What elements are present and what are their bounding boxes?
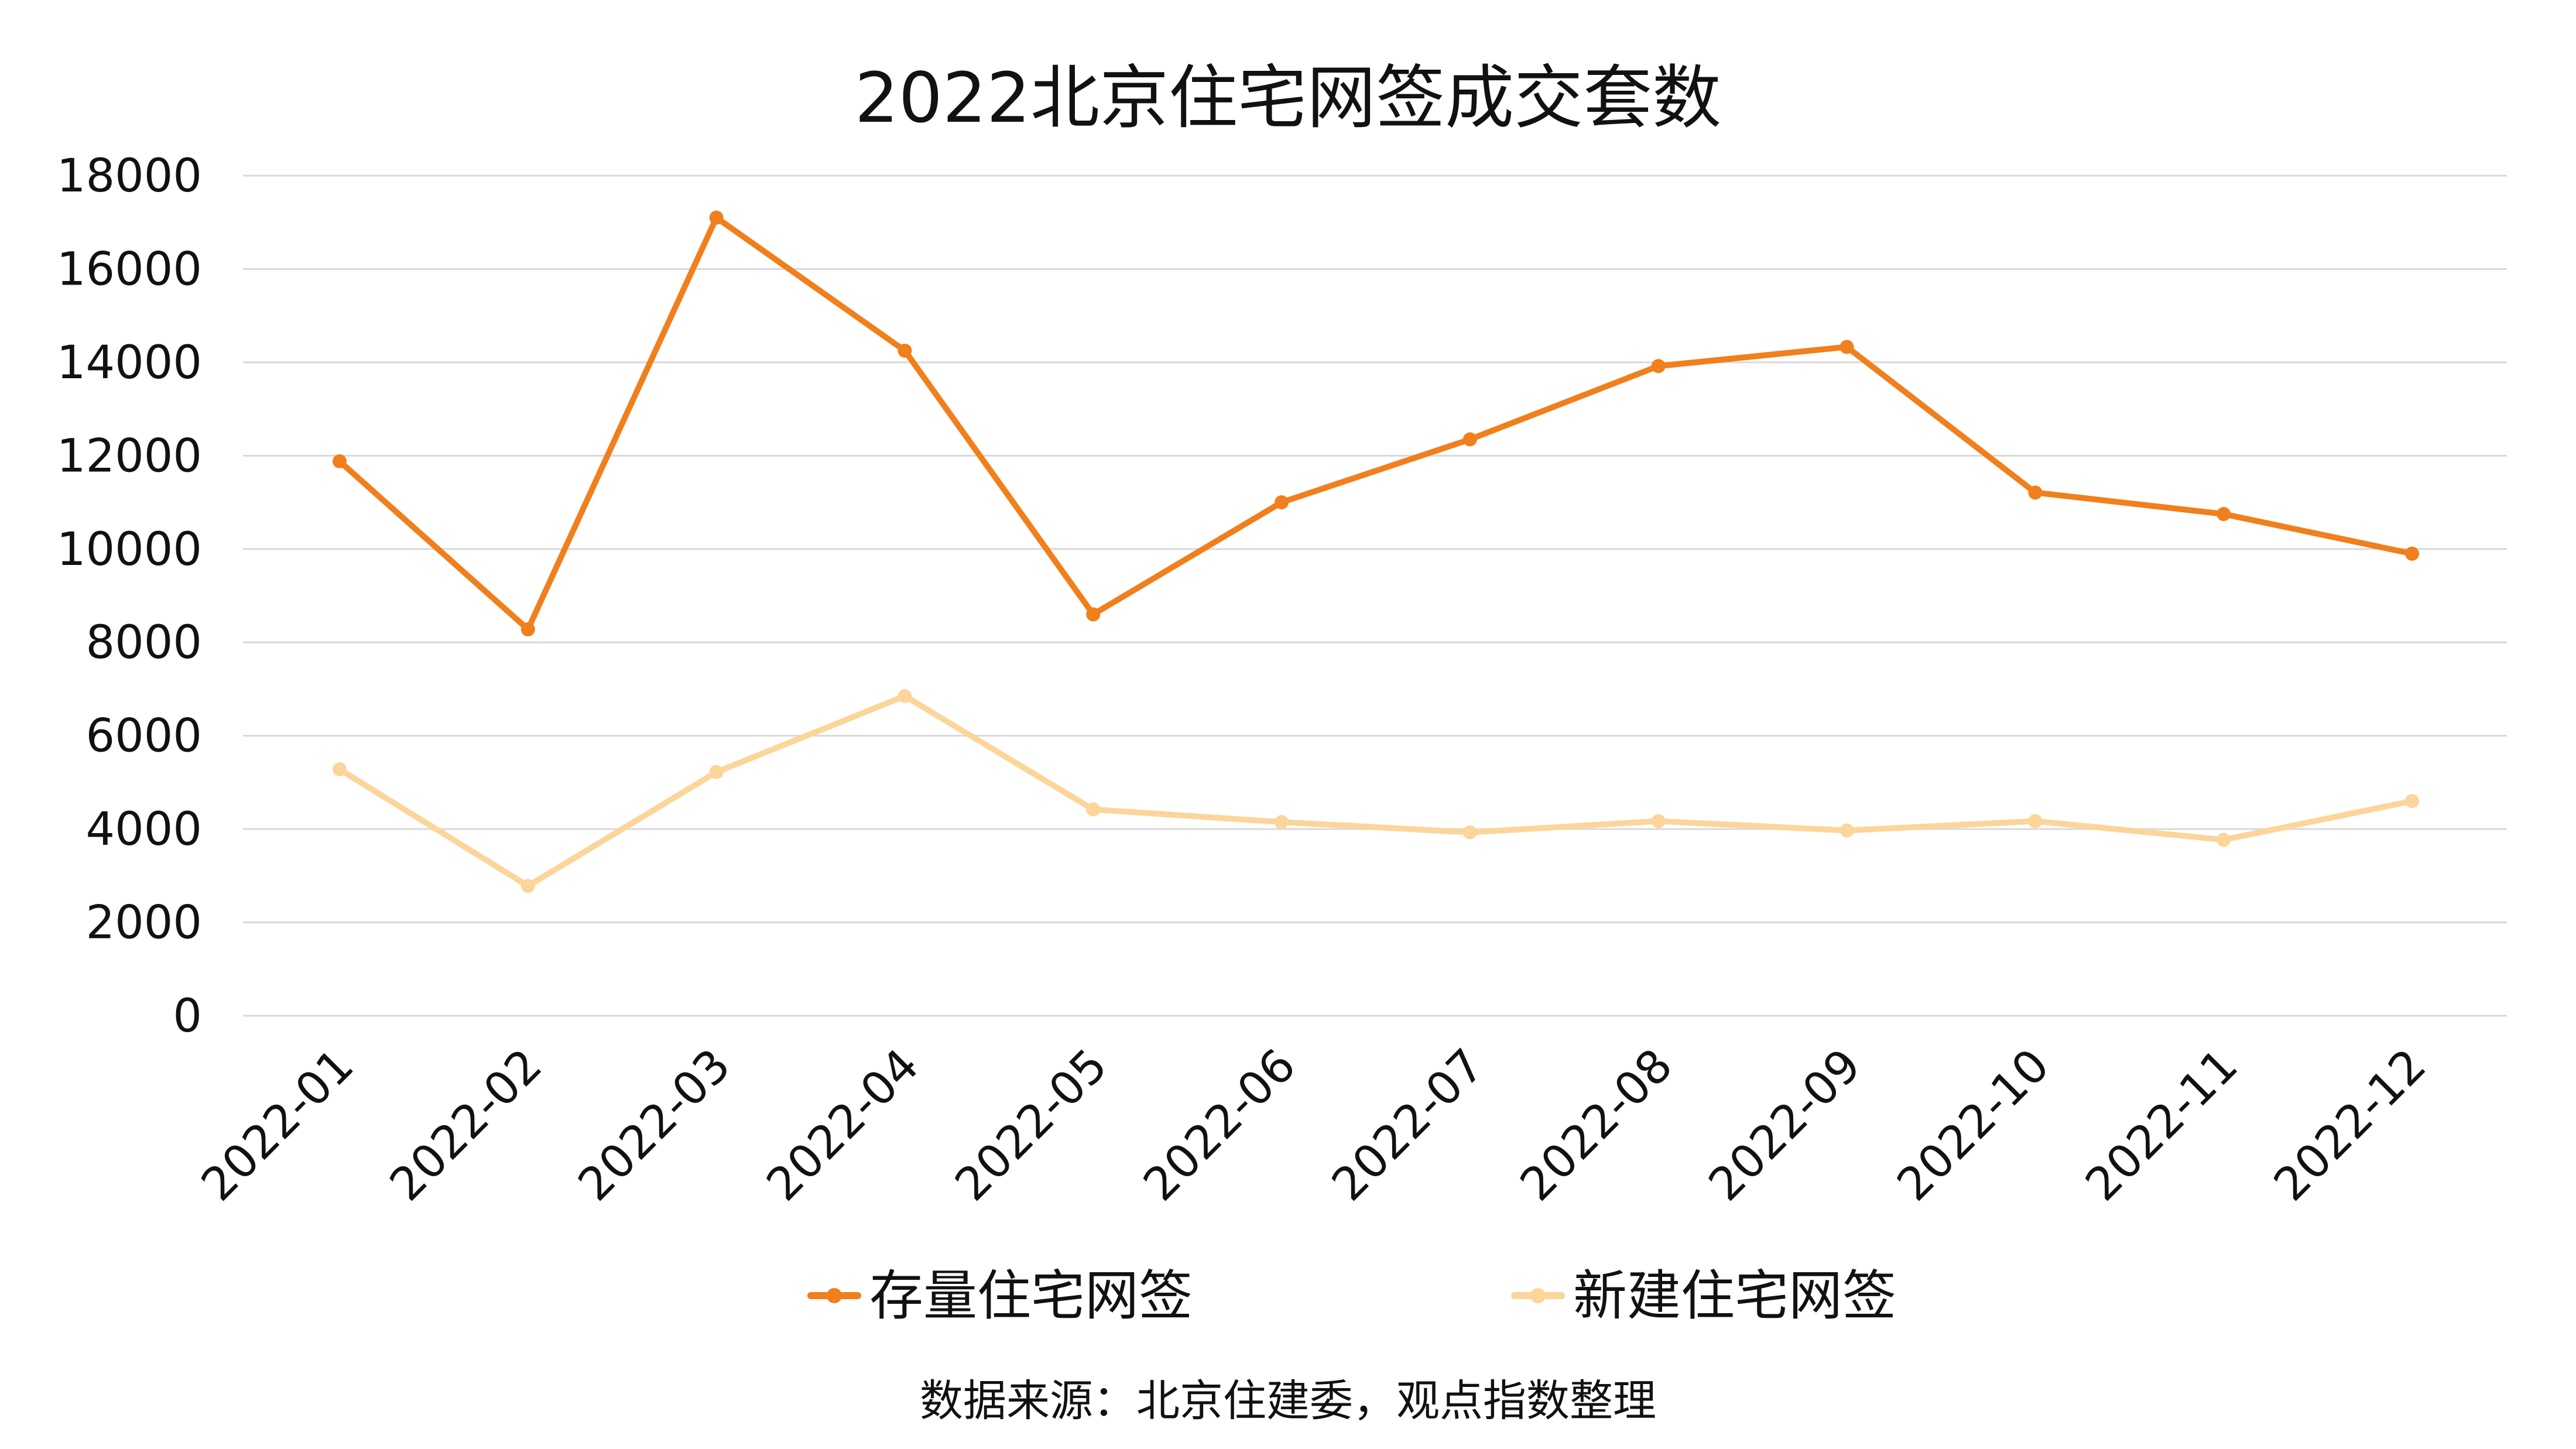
chart-title: 2022北京住宅网签成交套数 (855, 57, 1721, 138)
data-point[interactable] (1086, 607, 1101, 622)
series-1 (333, 210, 2419, 636)
y-tick-label: 6000 (85, 710, 202, 763)
data-point[interactable] (2028, 485, 2043, 500)
y-tick-label: 10000 (57, 523, 202, 576)
x-tick-label: 2022-07 (1322, 1039, 1494, 1211)
x-tick-label: 2022-05 (946, 1039, 1118, 1211)
source-note: 数据来源：北京住建委，观点指数整理 (920, 1376, 1656, 1426)
x-tick-label: 2022-10 (1888, 1039, 2060, 1211)
data-point[interactable] (333, 762, 347, 777)
data-point[interactable] (520, 879, 535, 893)
data-point[interactable] (333, 454, 347, 468)
data-point[interactable] (1462, 432, 1477, 447)
data-point[interactable] (1839, 340, 1854, 354)
legend-label-stock: 存量住宅网签 (869, 1265, 1193, 1327)
data-point[interactable] (1275, 495, 1289, 510)
legend-item-stock[interactable]: 存量住宅网签 (807, 1265, 1193, 1327)
gridlines (243, 174, 2507, 1017)
x-tick-label: 2022-06 (1133, 1039, 1306, 1211)
legend-marker-new (1530, 1288, 1546, 1303)
x-tick-label: 2022-01 (191, 1039, 364, 1211)
x-tick-label: 2022-09 (1699, 1039, 1871, 1211)
data-point[interactable] (2405, 794, 2419, 809)
data-point[interactable] (2217, 506, 2231, 521)
y-tick-label: 12000 (57, 430, 202, 482)
data-point[interactable] (2217, 833, 2231, 847)
x-tick-label: 2022-04 (757, 1039, 929, 1211)
series-lines (333, 210, 2419, 893)
y-tick-label: 18000 (57, 150, 202, 203)
legend-label-new: 新建住宅网签 (1573, 1265, 1896, 1327)
y-tick-label: 8000 (85, 616, 202, 669)
x-tick-label: 2022-11 (2076, 1039, 2248, 1211)
data-point[interactable] (709, 210, 724, 225)
y-axis-ticks: 0 2000 4000 6000 8000 10000 12000 14000 16000 180… (57, 150, 202, 1043)
x-axis-ticks: 2022-01 2022-02 2022-03 2022-04 2022-05 2022-… (191, 1039, 2436, 1211)
series-line (337, 214, 2415, 632)
x-tick-label: 2022-02 (380, 1039, 552, 1211)
data-point[interactable] (1839, 823, 1854, 838)
data-point[interactable] (1651, 814, 1666, 828)
data-point[interactable] (709, 765, 724, 779)
series-2 (333, 688, 2419, 893)
series-line (337, 693, 2415, 889)
y-tick-label: 4000 (85, 803, 202, 856)
x-tick-label: 2022-12 (2264, 1039, 2436, 1211)
y-tick-label: 16000 (57, 243, 202, 296)
data-point[interactable] (1651, 359, 1666, 374)
data-point[interactable] (2405, 546, 2419, 561)
data-point[interactable] (898, 343, 912, 358)
x-tick-label: 2022-08 (1510, 1039, 1683, 1211)
data-point[interactable] (1086, 802, 1101, 817)
data-point[interactable] (1462, 825, 1477, 840)
y-tick-label: 14000 (57, 337, 202, 389)
data-point[interactable] (898, 688, 912, 703)
legend-item-new[interactable]: 新建住宅网签 (1511, 1265, 1896, 1327)
legend-marker-stock (827, 1288, 842, 1303)
y-tick-label: 0 (173, 990, 202, 1043)
data-point[interactable] (1275, 815, 1289, 830)
y-tick-label: 2000 (85, 897, 202, 950)
legend: 存量住宅网签 新建住宅网签 (807, 1265, 1896, 1327)
data-point[interactable] (520, 622, 535, 636)
data-point[interactable] (2028, 814, 2043, 828)
x-tick-label: 2022-03 (568, 1039, 741, 1211)
